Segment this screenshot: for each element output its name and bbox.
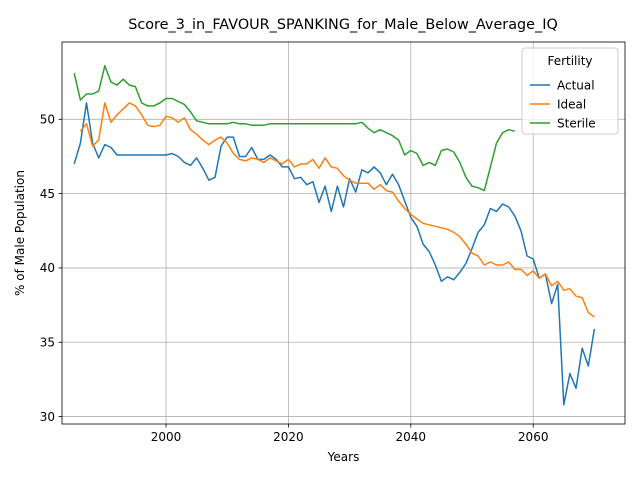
y-axis-label: % of Male Population [13,170,27,296]
y-tick-label: 30 [40,410,55,424]
series-lines [73,65,596,406]
legend-box [521,47,619,135]
x-tick-label: 2040 [396,430,427,444]
series-line-ideal [79,102,595,318]
x-tick-label: 2060 [518,430,549,444]
x-tick-label: 2000 [151,430,182,444]
y-tick-label: 50 [40,113,55,127]
y-tick-label: 45 [40,187,55,201]
chart-title: Score_3_in_FAVOUR_SPANKING_for_Male_Belo… [128,17,558,33]
legend-label-ideal: Ideal [557,97,586,111]
legend-title: Fertility [547,54,592,68]
x-tick-label: 2020 [273,430,304,444]
x-axis-label: Years [327,450,360,464]
series-line-actual [73,102,596,406]
legend-label-actual: Actual [557,78,595,92]
series-line-sterile [73,65,515,192]
legend-items: Actual Ideal Sterile [530,78,596,130]
y-tick-label: 35 [40,336,55,350]
x-axis-ticks: 2000 2020 2040 2060 [151,424,549,444]
plot-frame [61,41,626,425]
legend-label-sterile: Sterile [557,116,596,130]
legend: Fertility Actual Ideal Sterile [521,47,619,135]
y-axis-ticks: 30 35 40 45 50 [40,113,62,424]
y-tick-label: 40 [40,261,55,275]
